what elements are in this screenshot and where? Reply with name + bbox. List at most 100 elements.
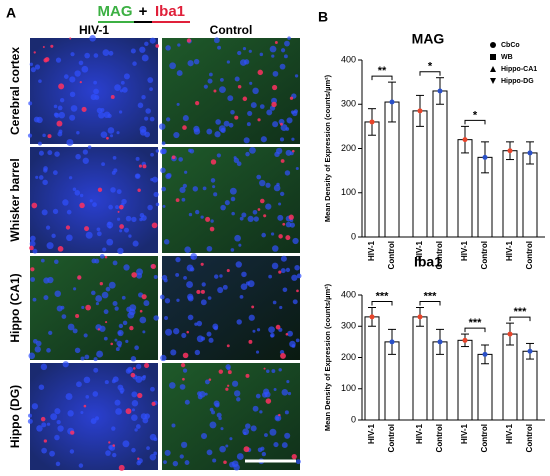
y-tick-label: 0: [351, 414, 356, 424]
nucleus: [69, 114, 76, 121]
nucleus: [210, 178, 216, 183]
microglia: [186, 330, 189, 334]
nucleus: [27, 133, 33, 138]
nucleus: [118, 323, 124, 329]
mean-point: [389, 339, 395, 345]
nucleus: [255, 393, 261, 399]
nucleus: [84, 52, 90, 59]
nucleus: [76, 131, 80, 135]
mean-point: [482, 351, 488, 357]
nucleus: [95, 295, 103, 302]
nucleus: [96, 227, 101, 232]
nucleus: [74, 190, 81, 196]
nucleus: [142, 330, 146, 334]
x-tick-label: Control: [525, 424, 534, 452]
y-tick-label: 300: [341, 321, 356, 331]
microglia: [278, 413, 281, 417]
nucleus: [296, 273, 302, 279]
nucleus: [70, 105, 78, 112]
nucleus: [119, 110, 123, 114]
microglia: [84, 226, 90, 232]
microglia: [265, 398, 272, 404]
nucleus: [270, 232, 275, 236]
mean-point: [507, 331, 513, 337]
nucleus: [233, 390, 241, 397]
nucleus: [280, 48, 286, 53]
nucleus: [266, 369, 270, 373]
microglia: [110, 342, 114, 346]
nucleus: [40, 363, 48, 371]
nucleus: [230, 196, 236, 202]
nucleus: [292, 237, 299, 245]
nucleus: [275, 416, 280, 421]
nucleus: [112, 452, 117, 458]
x-tick-label: HIV-1: [415, 240, 424, 261]
nucleus: [139, 125, 147, 133]
nucleus: [181, 197, 186, 202]
nucleus: [189, 148, 195, 154]
nucleus: [87, 145, 92, 149]
nucleus: [208, 72, 213, 77]
microglia: [47, 134, 52, 139]
nucleus: [153, 315, 159, 321]
nucleus: [194, 322, 198, 326]
nucleus: [179, 454, 184, 459]
nucleus: [184, 460, 190, 465]
column-label: Control: [210, 23, 253, 37]
microglia: [112, 444, 116, 447]
significance-label: ***: [424, 290, 438, 302]
nucleus: [28, 352, 36, 360]
nucleus: [249, 81, 253, 85]
nucleus: [38, 150, 44, 156]
microglia: [33, 51, 36, 54]
microglia: [138, 164, 142, 168]
nucleus: [220, 427, 224, 431]
mean-point: [507, 148, 513, 154]
nucleus: [150, 386, 155, 392]
bar: [412, 316, 428, 421]
row-label: Cerebral cortex: [8, 47, 22, 135]
nucleus: [182, 115, 189, 122]
nucleus: [76, 381, 82, 388]
x-tick-label: HIV-1: [505, 240, 514, 261]
nucleus: [73, 287, 77, 291]
nucleus: [74, 70, 81, 77]
microglia: [75, 313, 80, 319]
nucleus: [264, 433, 268, 437]
microglia: [227, 370, 232, 375]
nucleus: [66, 138, 74, 146]
microglia: [57, 245, 64, 252]
nucleus: [53, 112, 59, 117]
nucleus: [200, 432, 208, 440]
nucleus: [259, 410, 263, 414]
nucleus: [46, 242, 54, 250]
nucleus: [147, 77, 154, 83]
nucleus: [54, 290, 61, 297]
nucleus: [256, 174, 262, 180]
mean-point: [437, 88, 443, 94]
nucleus: [226, 60, 230, 64]
x-tick-label: Control: [435, 241, 444, 269]
microglia: [260, 198, 265, 204]
nucleus: [281, 442, 288, 449]
nucleus: [115, 347, 120, 352]
nucleus: [107, 221, 111, 226]
nucleus: [119, 387, 125, 393]
nucleus: [229, 461, 235, 468]
microglia: [56, 120, 63, 127]
y-tick-label: 100: [341, 383, 356, 393]
microglia: [118, 464, 125, 471]
nucleus: [98, 112, 105, 119]
nucleus: [28, 101, 33, 106]
microglia: [225, 387, 229, 391]
bar: [522, 350, 538, 421]
nucleus: [171, 423, 176, 428]
nucleus: [59, 98, 65, 103]
nucleus: [144, 41, 149, 47]
nucleus: [269, 45, 277, 53]
significance-bracket: [419, 301, 441, 306]
nucleus: [121, 86, 128, 93]
nucleus: [212, 323, 219, 330]
significance-label: ***: [376, 290, 390, 302]
nucleus: [210, 219, 214, 223]
